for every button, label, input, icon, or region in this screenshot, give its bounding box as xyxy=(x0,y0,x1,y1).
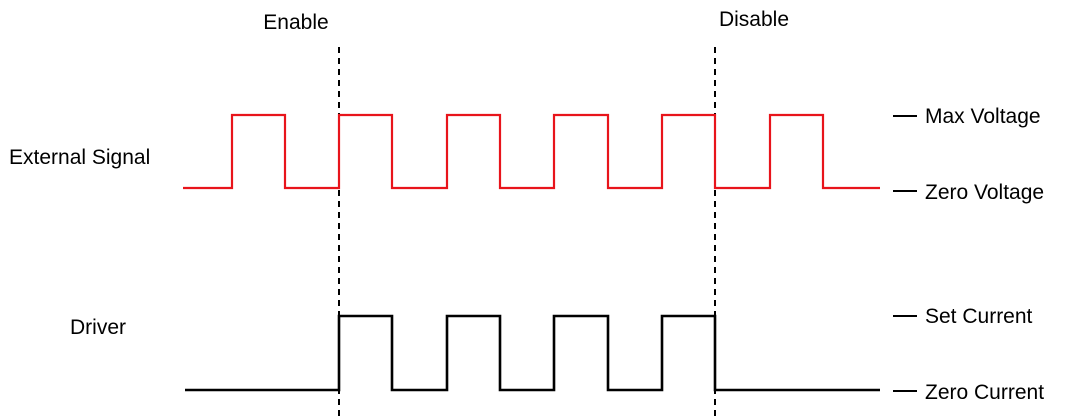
disable-label: Disable xyxy=(719,8,789,31)
zero-voltage-label: Zero Voltage xyxy=(925,181,1044,204)
driver-label: Driver xyxy=(70,316,126,339)
driver-waveform xyxy=(185,314,880,392)
external-signal-label: External Signal xyxy=(9,146,150,169)
external-signal-waveform xyxy=(183,113,880,190)
set-current-label: Set Current xyxy=(925,305,1033,328)
enable-label: Enable xyxy=(263,11,328,34)
zero-current-label: Zero Current xyxy=(925,381,1044,404)
max-voltage-label: Max Voltage xyxy=(925,105,1041,128)
